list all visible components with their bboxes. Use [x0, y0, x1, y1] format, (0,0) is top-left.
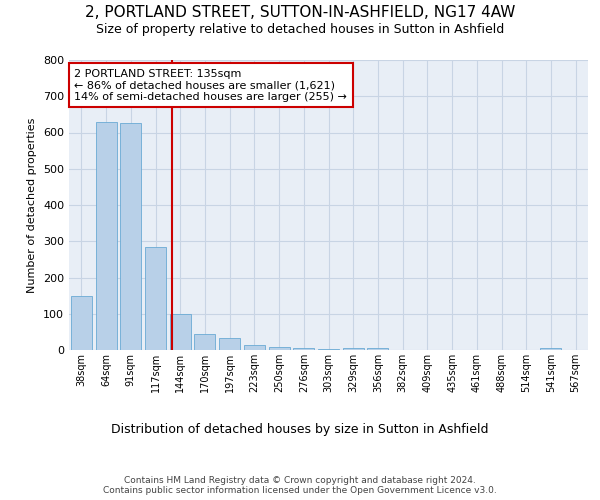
Bar	[219, 338, 240, 350]
Bar	[293, 348, 314, 350]
Bar	[541, 348, 562, 350]
Text: 2 PORTLAND STREET: 135sqm
← 86% of detached houses are smaller (1,621)
14% of se: 2 PORTLAND STREET: 135sqm ← 86% of detac…	[74, 68, 347, 102]
Bar	[194, 334, 215, 350]
Bar	[71, 296, 92, 350]
Bar	[95, 122, 116, 350]
Bar	[244, 344, 265, 350]
Bar	[120, 124, 141, 350]
Bar	[145, 246, 166, 350]
Bar	[318, 348, 339, 350]
Text: 2, PORTLAND STREET, SUTTON-IN-ASHFIELD, NG17 4AW: 2, PORTLAND STREET, SUTTON-IN-ASHFIELD, …	[85, 5, 515, 20]
Bar	[367, 348, 388, 350]
Bar	[343, 348, 364, 350]
Text: Size of property relative to detached houses in Sutton in Ashfield: Size of property relative to detached ho…	[96, 22, 504, 36]
Bar	[170, 314, 191, 350]
Y-axis label: Number of detached properties: Number of detached properties	[28, 118, 37, 292]
Text: Distribution of detached houses by size in Sutton in Ashfield: Distribution of detached houses by size …	[111, 422, 489, 436]
Text: Contains HM Land Registry data © Crown copyright and database right 2024.
Contai: Contains HM Land Registry data © Crown c…	[103, 476, 497, 495]
Bar	[269, 347, 290, 350]
